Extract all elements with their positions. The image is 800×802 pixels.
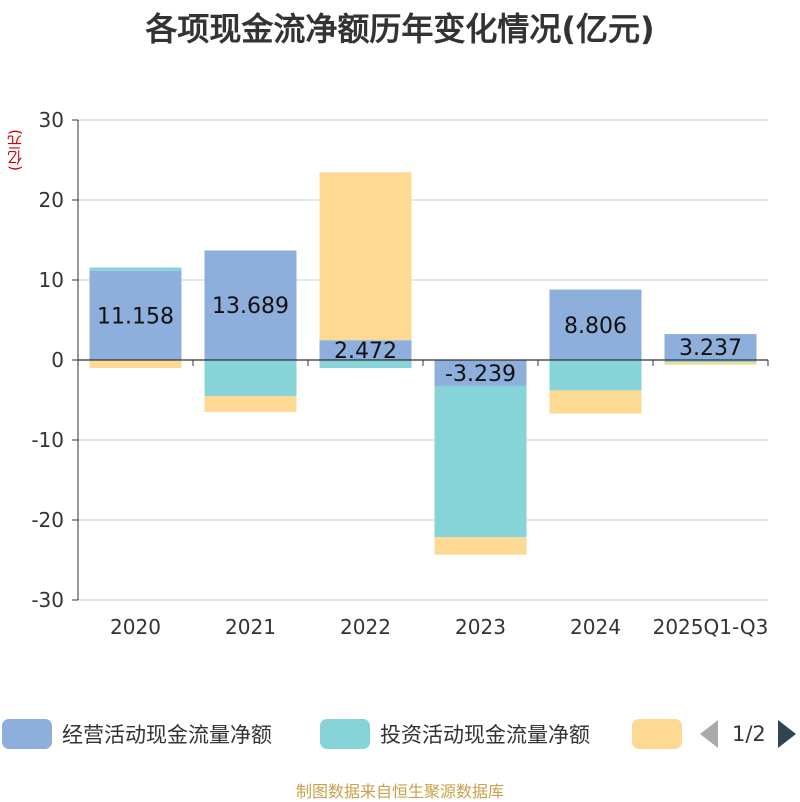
data-label: -3.239 <box>445 362 516 387</box>
chart-plot: 30 20 10 0 -10 -20 -30 11.158 13.689 2.472 -3.239 8… <box>31 108 769 639</box>
pager-next-icon[interactable] <box>777 720 796 748</box>
y-tick-label: 30 <box>39 108 64 132</box>
data-label: 2.472 <box>334 339 397 364</box>
x-tick-label: 2025Q1-Q3 <box>653 615 769 639</box>
x-tick-label: 2022 <box>340 615 391 639</box>
y-tick-label: 20 <box>39 188 64 212</box>
legend-label-operating: 经营活动现金流量净额 <box>62 723 272 747</box>
bar-1-2022 <box>319 340 412 360</box>
bar-1-2020 <box>89 270 182 360</box>
bar-1-2023 <box>434 360 527 386</box>
legend-label-investing: 投资活动现金流量净额 <box>380 723 590 747</box>
x-tick-label: 2023 <box>455 615 506 639</box>
bar-3-2024 <box>549 390 642 414</box>
source-note: 制图数据来自恒生聚源数据库 <box>295 782 504 801</box>
data-label: 3.237 <box>679 336 742 361</box>
bar-1-2025Q1-Q3 <box>664 334 757 360</box>
legend-item-operating[interactable]: 经营活动现金流量净额 <box>2 716 272 752</box>
legend-swatch-investing <box>320 719 370 749</box>
pager-prev-icon[interactable] <box>700 720 718 748</box>
pager-page-text: 1/2 <box>732 722 766 746</box>
legend-item-financing[interactable] <box>632 716 692 752</box>
legend-item-investing[interactable]: 投资活动现金流量净额 <box>320 716 590 752</box>
bar-3-2021 <box>204 396 297 412</box>
bar-3-2023 <box>434 537 527 555</box>
bar-3-2020 <box>89 360 182 368</box>
bar-1-2024 <box>549 289 642 360</box>
data-label: 13.689 <box>212 294 289 319</box>
legend-pager: 1/2 <box>700 716 796 752</box>
bar-2-2023 <box>434 385 527 538</box>
x-tick-label: 2020 <box>110 615 161 639</box>
y-tick-label: -30 <box>31 588 64 612</box>
bar-1-2021 <box>204 250 297 360</box>
legend-swatch-operating <box>2 719 52 749</box>
y-tick-label: -10 <box>31 428 64 452</box>
y-tick-label: 0 <box>51 348 64 372</box>
bar-3-2022 <box>319 172 412 341</box>
x-tick-label: 2021 <box>225 615 276 639</box>
bar-2-2021 <box>204 360 297 396</box>
bar-3-2025Q1-Q3 <box>664 362 757 365</box>
data-label: 11.158 <box>97 304 174 329</box>
y-tick-label: 10 <box>39 268 64 292</box>
bar-2-2022 <box>319 360 412 368</box>
y-tick-label: -20 <box>31 508 64 532</box>
legend-swatch-financing <box>632 719 682 749</box>
bar-2-2024 <box>549 360 642 391</box>
bar-2-2025Q1-Q3 <box>664 360 757 363</box>
x-tick-label: 2024 <box>570 615 621 639</box>
bar-2-2020 <box>89 267 182 271</box>
chart-title: 各项现金流净额历年变化情况(亿元) <box>145 10 655 48</box>
legend: 经营活动现金流量净额 投资活动现金流量净额 <box>0 716 800 752</box>
data-label: 8.806 <box>564 314 627 339</box>
